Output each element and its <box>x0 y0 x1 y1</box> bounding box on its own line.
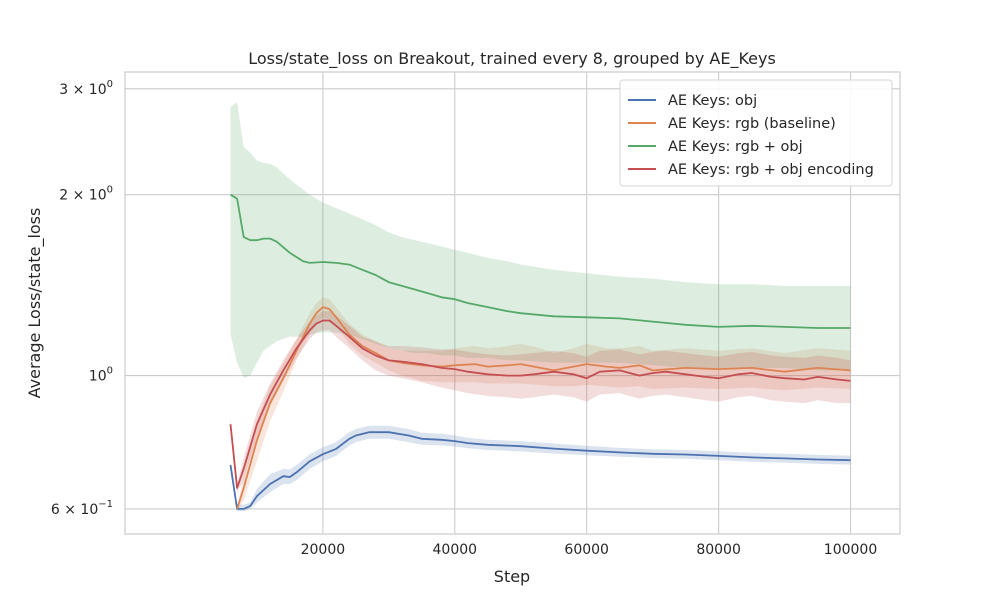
series-lines <box>229 193 851 510</box>
x-tick-label: 80000 <box>696 542 741 558</box>
legend-entry: AE Keys: rgb (baseline) <box>668 116 836 132</box>
y-tick-label: 100 <box>89 366 113 385</box>
confidence-bands <box>230 102 851 512</box>
chart-title: Loss/state_loss on Breakout, trained eve… <box>248 49 776 69</box>
band-ae-keys-obj <box>230 425 851 512</box>
y-tick-label: 3 × 100 <box>59 79 113 98</box>
plot-frame <box>124 71 901 535</box>
line-ae-keys-rgb-obj <box>230 193 851 329</box>
x-tick-label: 20000 <box>301 542 346 558</box>
legend-box <box>619 79 893 187</box>
y-tick-label: 6 × 10−1 <box>51 499 113 518</box>
legend-entry: AE Keys: rgb + obj encoding <box>668 162 874 178</box>
x-tick-label: 60000 <box>564 542 609 558</box>
band-ae-keys-rgb-obj <box>230 102 851 379</box>
line-ae-keys-obj <box>229 431 851 510</box>
line-ae-keys-rgb-obj-encoding <box>229 319 851 489</box>
y-tick-label: 2 × 100 <box>59 185 113 204</box>
legend: AE Keys: obj AE Keys: rgb (baseline) AE Ke… <box>619 79 893 187</box>
x-axis-label: Step <box>494 567 530 586</box>
line-ae-keys-rgb-baseline- <box>236 306 851 510</box>
band-ae-keys-rgb-baseline- <box>237 297 851 512</box>
legend-entry: AE Keys: obj <box>668 93 757 109</box>
band-ae-keys-rgb-obj-encoding <box>230 311 851 493</box>
legend-entry: AE Keys: rgb + obj <box>668 139 803 155</box>
x-tick-label: 100000 <box>824 542 877 558</box>
y-axis-label: Average Loss/state_loss <box>25 208 45 399</box>
x-tick-label: 40000 <box>433 542 478 558</box>
tick-labels: 20000 40000 60000 80000 100000 6 × 10−1 100 2 ×… <box>51 79 877 558</box>
